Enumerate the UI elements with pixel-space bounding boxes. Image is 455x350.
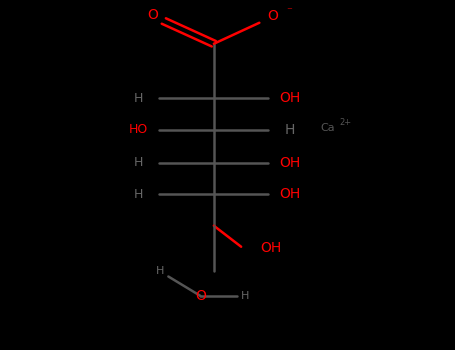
Text: H: H bbox=[241, 291, 249, 301]
Text: OH: OH bbox=[280, 91, 301, 105]
Text: 2+: 2+ bbox=[340, 118, 352, 127]
Text: H: H bbox=[134, 188, 143, 201]
Text: HO: HO bbox=[129, 123, 148, 136]
Text: ⁻: ⁻ bbox=[286, 7, 292, 16]
Text: H: H bbox=[134, 91, 143, 105]
Text: OH: OH bbox=[260, 241, 281, 255]
Text: OH: OH bbox=[280, 156, 301, 170]
Text: H: H bbox=[134, 156, 143, 169]
Text: H: H bbox=[285, 122, 295, 136]
Text: OH: OH bbox=[280, 187, 301, 201]
Text: O: O bbox=[268, 9, 278, 23]
Text: Ca: Ca bbox=[320, 123, 335, 133]
Text: O: O bbox=[147, 8, 158, 22]
Text: O: O bbox=[195, 289, 206, 303]
Text: H: H bbox=[156, 266, 164, 276]
